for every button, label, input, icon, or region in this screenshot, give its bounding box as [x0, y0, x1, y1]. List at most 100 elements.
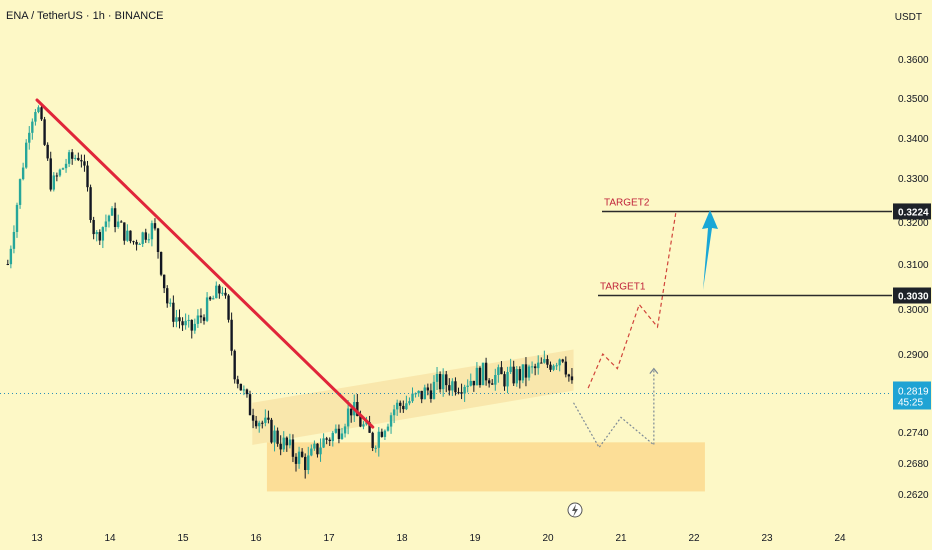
- y-tick-label: 0.3300: [898, 174, 929, 185]
- candle-body: [43, 119, 46, 145]
- candle-body: [340, 433, 344, 439]
- candle-body: [132, 241, 135, 243]
- candle-body: [147, 239, 151, 241]
- candle-body: [558, 359, 561, 366]
- candle-body: [15, 204, 19, 232]
- candle-body: [509, 366, 512, 372]
- y-tick-label: 0.3400: [898, 134, 929, 145]
- candle-body: [113, 208, 117, 227]
- candle-body: [328, 439, 331, 442]
- candle-body: [239, 383, 243, 391]
- candle-body: [279, 443, 282, 450]
- candle-body: [405, 403, 408, 410]
- candle-body: [202, 317, 206, 321]
- candle-body: [497, 367, 500, 375]
- candle-body: [313, 443, 316, 449]
- bearish-projection-path: [573, 368, 655, 449]
- candle-body: [55, 175, 59, 177]
- candle-body: [411, 393, 414, 402]
- y-tick-label: 0.3000: [898, 305, 929, 316]
- candle-body: [362, 424, 365, 427]
- candle-body: [518, 369, 522, 381]
- x-tick-label: 16: [250, 533, 262, 544]
- candle-body: [233, 350, 236, 380]
- candle-body: [494, 374, 497, 385]
- x-axis: 13 14 15 16 17 18 19 20 21 22 23 24: [31, 533, 846, 544]
- candle-body: [129, 230, 132, 242]
- candle-body: [144, 232, 147, 240]
- candle-body: [325, 438, 328, 440]
- candle-body: [310, 448, 313, 456]
- candle-body: [392, 409, 396, 416]
- candle-body: [555, 365, 558, 367]
- target2-price-tag-text: 0.3224: [898, 207, 929, 218]
- candle-body: [107, 215, 111, 222]
- candle-body: [212, 298, 215, 300]
- candle-body: [58, 169, 62, 176]
- x-tick-label: 18: [396, 533, 408, 544]
- candle-body: [426, 387, 430, 391]
- candle-body: [383, 430, 387, 437]
- candle-body: [481, 362, 485, 386]
- candle-body: [460, 392, 463, 394]
- candle-body: [530, 366, 534, 368]
- candle-body: [552, 365, 555, 370]
- candle-body: [466, 385, 469, 387]
- candle-body: [18, 179, 22, 205]
- candle-body: [300, 451, 304, 457]
- candle-body: [475, 367, 479, 386]
- candle-body: [285, 437, 289, 446]
- candle-body: [28, 132, 31, 143]
- zones-layer: [252, 349, 705, 492]
- candle-body: [273, 430, 276, 443]
- candle-body: [227, 295, 230, 320]
- candle-body: [193, 323, 197, 331]
- candle-body: [264, 417, 267, 423]
- candle-body: [251, 415, 255, 421]
- lightning-icon-glyph: [572, 504, 578, 517]
- candle-body: [380, 431, 384, 437]
- candle-body: [503, 374, 506, 387]
- target1-label: TARGET1: [600, 282, 646, 293]
- candle-body: [242, 389, 246, 391]
- y-tick-label: 0.2680: [898, 459, 929, 470]
- candle-body: [153, 223, 157, 229]
- candle-body: [294, 456, 298, 464]
- candle-body: [478, 367, 482, 386]
- chart-title: ENA / TetherUS · 1h · BINANCE: [6, 10, 164, 22]
- candle-body: [297, 451, 301, 464]
- candle-body: [346, 408, 350, 427]
- candle-body: [178, 317, 181, 322]
- candle-body: [31, 121, 34, 133]
- candle-body: [199, 315, 203, 318]
- candle-body: [267, 417, 270, 420]
- candle-body: [172, 302, 175, 322]
- y-tick-label: 0.3200: [898, 218, 929, 229]
- candle-body: [21, 167, 25, 180]
- candle-body: [208, 297, 212, 300]
- candle-body: [417, 390, 420, 394]
- candle-body: [441, 374, 445, 390]
- candle-body: [110, 208, 114, 216]
- candle-body: [64, 163, 68, 169]
- candle-body: [408, 401, 411, 404]
- candle-body: [282, 437, 285, 450]
- candle-body: [533, 366, 537, 369]
- candle-body: [162, 274, 166, 289]
- candle-body: [359, 416, 362, 427]
- y-axis: 0.3600 0.3500 0.3400 0.3300 0.3200 0.3100 0.30…: [898, 55, 929, 501]
- bullish-projection-path: [587, 213, 677, 389]
- candle-body: [365, 422, 368, 425]
- candle-body: [356, 402, 359, 417]
- x-tick-label: 19: [469, 533, 481, 544]
- candle-body: [254, 420, 258, 427]
- candle-body: [258, 422, 261, 427]
- candle-body: [288, 439, 292, 446]
- candle-body: [448, 385, 451, 391]
- candle-body: [184, 320, 187, 326]
- candle-body: [120, 221, 123, 223]
- candle-body: [40, 107, 43, 120]
- x-tick-label: 15: [177, 533, 189, 544]
